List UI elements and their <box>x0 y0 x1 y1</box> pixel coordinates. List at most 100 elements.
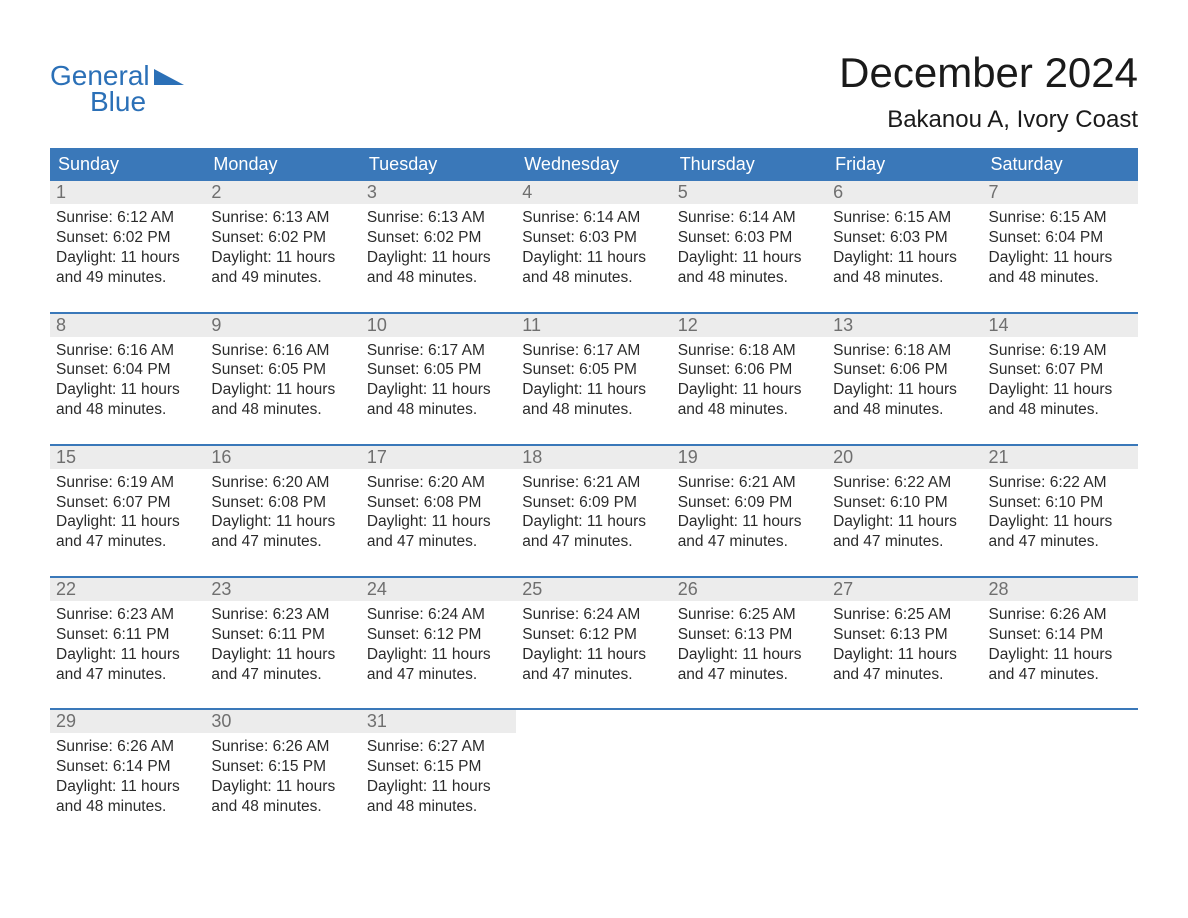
day-details: Sunrise: 6:15 AMSunset: 6:04 PMDaylight:… <box>983 204 1138 287</box>
day-number: 3 <box>361 181 516 204</box>
day-number <box>983 710 1138 733</box>
day-number: 19 <box>672 446 827 469</box>
calendar-day: 1Sunrise: 6:12 AMSunset: 6:02 PMDaylight… <box>50 181 205 293</box>
sunset-line: Sunset: 6:03 PM <box>833 228 976 248</box>
weekday-header: Sunday <box>50 148 205 181</box>
daylight-line: Daylight: 11 hours and 47 minutes. <box>211 512 354 552</box>
weekday-header: Friday <box>827 148 982 181</box>
day-details: Sunrise: 6:24 AMSunset: 6:12 PMDaylight:… <box>516 601 671 684</box>
day-details: Sunrise: 6:14 AMSunset: 6:03 PMDaylight:… <box>516 204 671 287</box>
daylight-line: Daylight: 11 hours and 49 minutes. <box>211 248 354 288</box>
calendar-day: 10Sunrise: 6:17 AMSunset: 6:05 PMDayligh… <box>361 314 516 426</box>
day-details: Sunrise: 6:19 AMSunset: 6:07 PMDaylight:… <box>983 337 1138 420</box>
day-number: 13 <box>827 314 982 337</box>
daylight-line: Daylight: 11 hours and 47 minutes. <box>367 645 510 685</box>
daylight-line: Daylight: 11 hours and 48 minutes. <box>522 248 665 288</box>
day-details: Sunrise: 6:14 AMSunset: 6:03 PMDaylight:… <box>672 204 827 287</box>
day-details: Sunrise: 6:26 AMSunset: 6:14 PMDaylight:… <box>983 601 1138 684</box>
sunset-line: Sunset: 6:12 PM <box>367 625 510 645</box>
daylight-line: Daylight: 11 hours and 47 minutes. <box>56 645 199 685</box>
day-details: Sunrise: 6:20 AMSunset: 6:08 PMDaylight:… <box>205 469 360 552</box>
sunset-line: Sunset: 6:03 PM <box>522 228 665 248</box>
sunrise-line: Sunrise: 6:16 AM <box>56 341 199 361</box>
daylight-line: Daylight: 11 hours and 48 minutes. <box>56 380 199 420</box>
sunset-line: Sunset: 6:08 PM <box>367 493 510 513</box>
calendar-day: 9Sunrise: 6:16 AMSunset: 6:05 PMDaylight… <box>205 314 360 426</box>
calendar-day: 8Sunrise: 6:16 AMSunset: 6:04 PMDaylight… <box>50 314 205 426</box>
calendar-grid: Sunday Monday Tuesday Wednesday Thursday… <box>50 148 1138 823</box>
calendar-day: 4Sunrise: 6:14 AMSunset: 6:03 PMDaylight… <box>516 181 671 293</box>
day-number: 27 <box>827 578 982 601</box>
day-details: Sunrise: 6:17 AMSunset: 6:05 PMDaylight:… <box>361 337 516 420</box>
day-number: 10 <box>361 314 516 337</box>
calendar-week: 1Sunrise: 6:12 AMSunset: 6:02 PMDaylight… <box>50 181 1138 293</box>
calendar-day: 15Sunrise: 6:19 AMSunset: 6:07 PMDayligh… <box>50 446 205 558</box>
sunset-line: Sunset: 6:06 PM <box>678 360 821 380</box>
calendar-day: 26Sunrise: 6:25 AMSunset: 6:13 PMDayligh… <box>672 578 827 690</box>
day-details: Sunrise: 6:26 AMSunset: 6:14 PMDaylight:… <box>50 733 205 816</box>
daylight-line: Daylight: 11 hours and 48 minutes. <box>367 248 510 288</box>
sunset-line: Sunset: 6:12 PM <box>522 625 665 645</box>
day-details: Sunrise: 6:15 AMSunset: 6:03 PMDaylight:… <box>827 204 982 287</box>
day-details: Sunrise: 6:13 AMSunset: 6:02 PMDaylight:… <box>205 204 360 287</box>
day-details: Sunrise: 6:23 AMSunset: 6:11 PMDaylight:… <box>50 601 205 684</box>
sunset-line: Sunset: 6:07 PM <box>56 493 199 513</box>
daylight-line: Daylight: 11 hours and 48 minutes. <box>678 248 821 288</box>
sunset-line: Sunset: 6:09 PM <box>678 493 821 513</box>
daylight-line: Daylight: 11 hours and 47 minutes. <box>989 645 1132 685</box>
day-number: 4 <box>516 181 671 204</box>
day-number: 25 <box>516 578 671 601</box>
sunrise-line: Sunrise: 6:18 AM <box>833 341 976 361</box>
day-details: Sunrise: 6:26 AMSunset: 6:15 PMDaylight:… <box>205 733 360 816</box>
sunset-line: Sunset: 6:15 PM <box>211 757 354 777</box>
daylight-line: Daylight: 11 hours and 49 minutes. <box>56 248 199 288</box>
calendar-day: 13Sunrise: 6:18 AMSunset: 6:06 PMDayligh… <box>827 314 982 426</box>
calendar-day: 3Sunrise: 6:13 AMSunset: 6:02 PMDaylight… <box>361 181 516 293</box>
sunrise-line: Sunrise: 6:26 AM <box>56 737 199 757</box>
calendar-week: 29Sunrise: 6:26 AMSunset: 6:14 PMDayligh… <box>50 708 1138 822</box>
day-details: Sunrise: 6:12 AMSunset: 6:02 PMDaylight:… <box>50 204 205 287</box>
day-number: 11 <box>516 314 671 337</box>
day-details: Sunrise: 6:17 AMSunset: 6:05 PMDaylight:… <box>516 337 671 420</box>
day-details: Sunrise: 6:23 AMSunset: 6:11 PMDaylight:… <box>205 601 360 684</box>
sunrise-line: Sunrise: 6:24 AM <box>367 605 510 625</box>
sunset-line: Sunset: 6:05 PM <box>211 360 354 380</box>
calendar-day: 23Sunrise: 6:23 AMSunset: 6:11 PMDayligh… <box>205 578 360 690</box>
weeks-container: 1Sunrise: 6:12 AMSunset: 6:02 PMDaylight… <box>50 181 1138 823</box>
calendar-day: 11Sunrise: 6:17 AMSunset: 6:05 PMDayligh… <box>516 314 671 426</box>
daylight-line: Daylight: 11 hours and 47 minutes. <box>678 645 821 685</box>
daylight-line: Daylight: 11 hours and 48 minutes. <box>522 380 665 420</box>
weekday-header-row: Sunday Monday Tuesday Wednesday Thursday… <box>50 148 1138 181</box>
day-details: Sunrise: 6:19 AMSunset: 6:07 PMDaylight:… <box>50 469 205 552</box>
day-number: 2 <box>205 181 360 204</box>
sunset-line: Sunset: 6:06 PM <box>833 360 976 380</box>
calendar-day: 22Sunrise: 6:23 AMSunset: 6:11 PMDayligh… <box>50 578 205 690</box>
day-details: Sunrise: 6:24 AMSunset: 6:12 PMDaylight:… <box>361 601 516 684</box>
sunrise-line: Sunrise: 6:25 AM <box>833 605 976 625</box>
day-details: Sunrise: 6:13 AMSunset: 6:02 PMDaylight:… <box>361 204 516 287</box>
day-details: Sunrise: 6:21 AMSunset: 6:09 PMDaylight:… <box>672 469 827 552</box>
sunrise-line: Sunrise: 6:14 AM <box>678 208 821 228</box>
location-subtitle: Bakanou A, Ivory Coast <box>839 106 1138 134</box>
daylight-line: Daylight: 11 hours and 48 minutes. <box>367 380 510 420</box>
sunset-line: Sunset: 6:05 PM <box>522 360 665 380</box>
calendar-document: General Blue December 2024 Bakanou A, Iv… <box>0 0 1188 823</box>
sunrise-line: Sunrise: 6:21 AM <box>522 473 665 493</box>
sunset-line: Sunset: 6:10 PM <box>833 493 976 513</box>
sunset-line: Sunset: 6:13 PM <box>678 625 821 645</box>
day-number: 9 <box>205 314 360 337</box>
daylight-line: Daylight: 11 hours and 47 minutes. <box>522 645 665 685</box>
header-row: General Blue December 2024 Bakanou A, Iv… <box>50 50 1138 134</box>
sunset-line: Sunset: 6:13 PM <box>833 625 976 645</box>
sunrise-line: Sunrise: 6:13 AM <box>211 208 354 228</box>
day-number: 14 <box>983 314 1138 337</box>
title-block: December 2024 Bakanou A, Ivory Coast <box>839 50 1138 134</box>
day-number: 15 <box>50 446 205 469</box>
daylight-line: Daylight: 11 hours and 47 minutes. <box>989 512 1132 552</box>
day-number: 7 <box>983 181 1138 204</box>
day-number: 22 <box>50 578 205 601</box>
day-details: Sunrise: 6:18 AMSunset: 6:06 PMDaylight:… <box>672 337 827 420</box>
day-details: Sunrise: 6:22 AMSunset: 6:10 PMDaylight:… <box>983 469 1138 552</box>
day-number: 16 <box>205 446 360 469</box>
day-number: 8 <box>50 314 205 337</box>
